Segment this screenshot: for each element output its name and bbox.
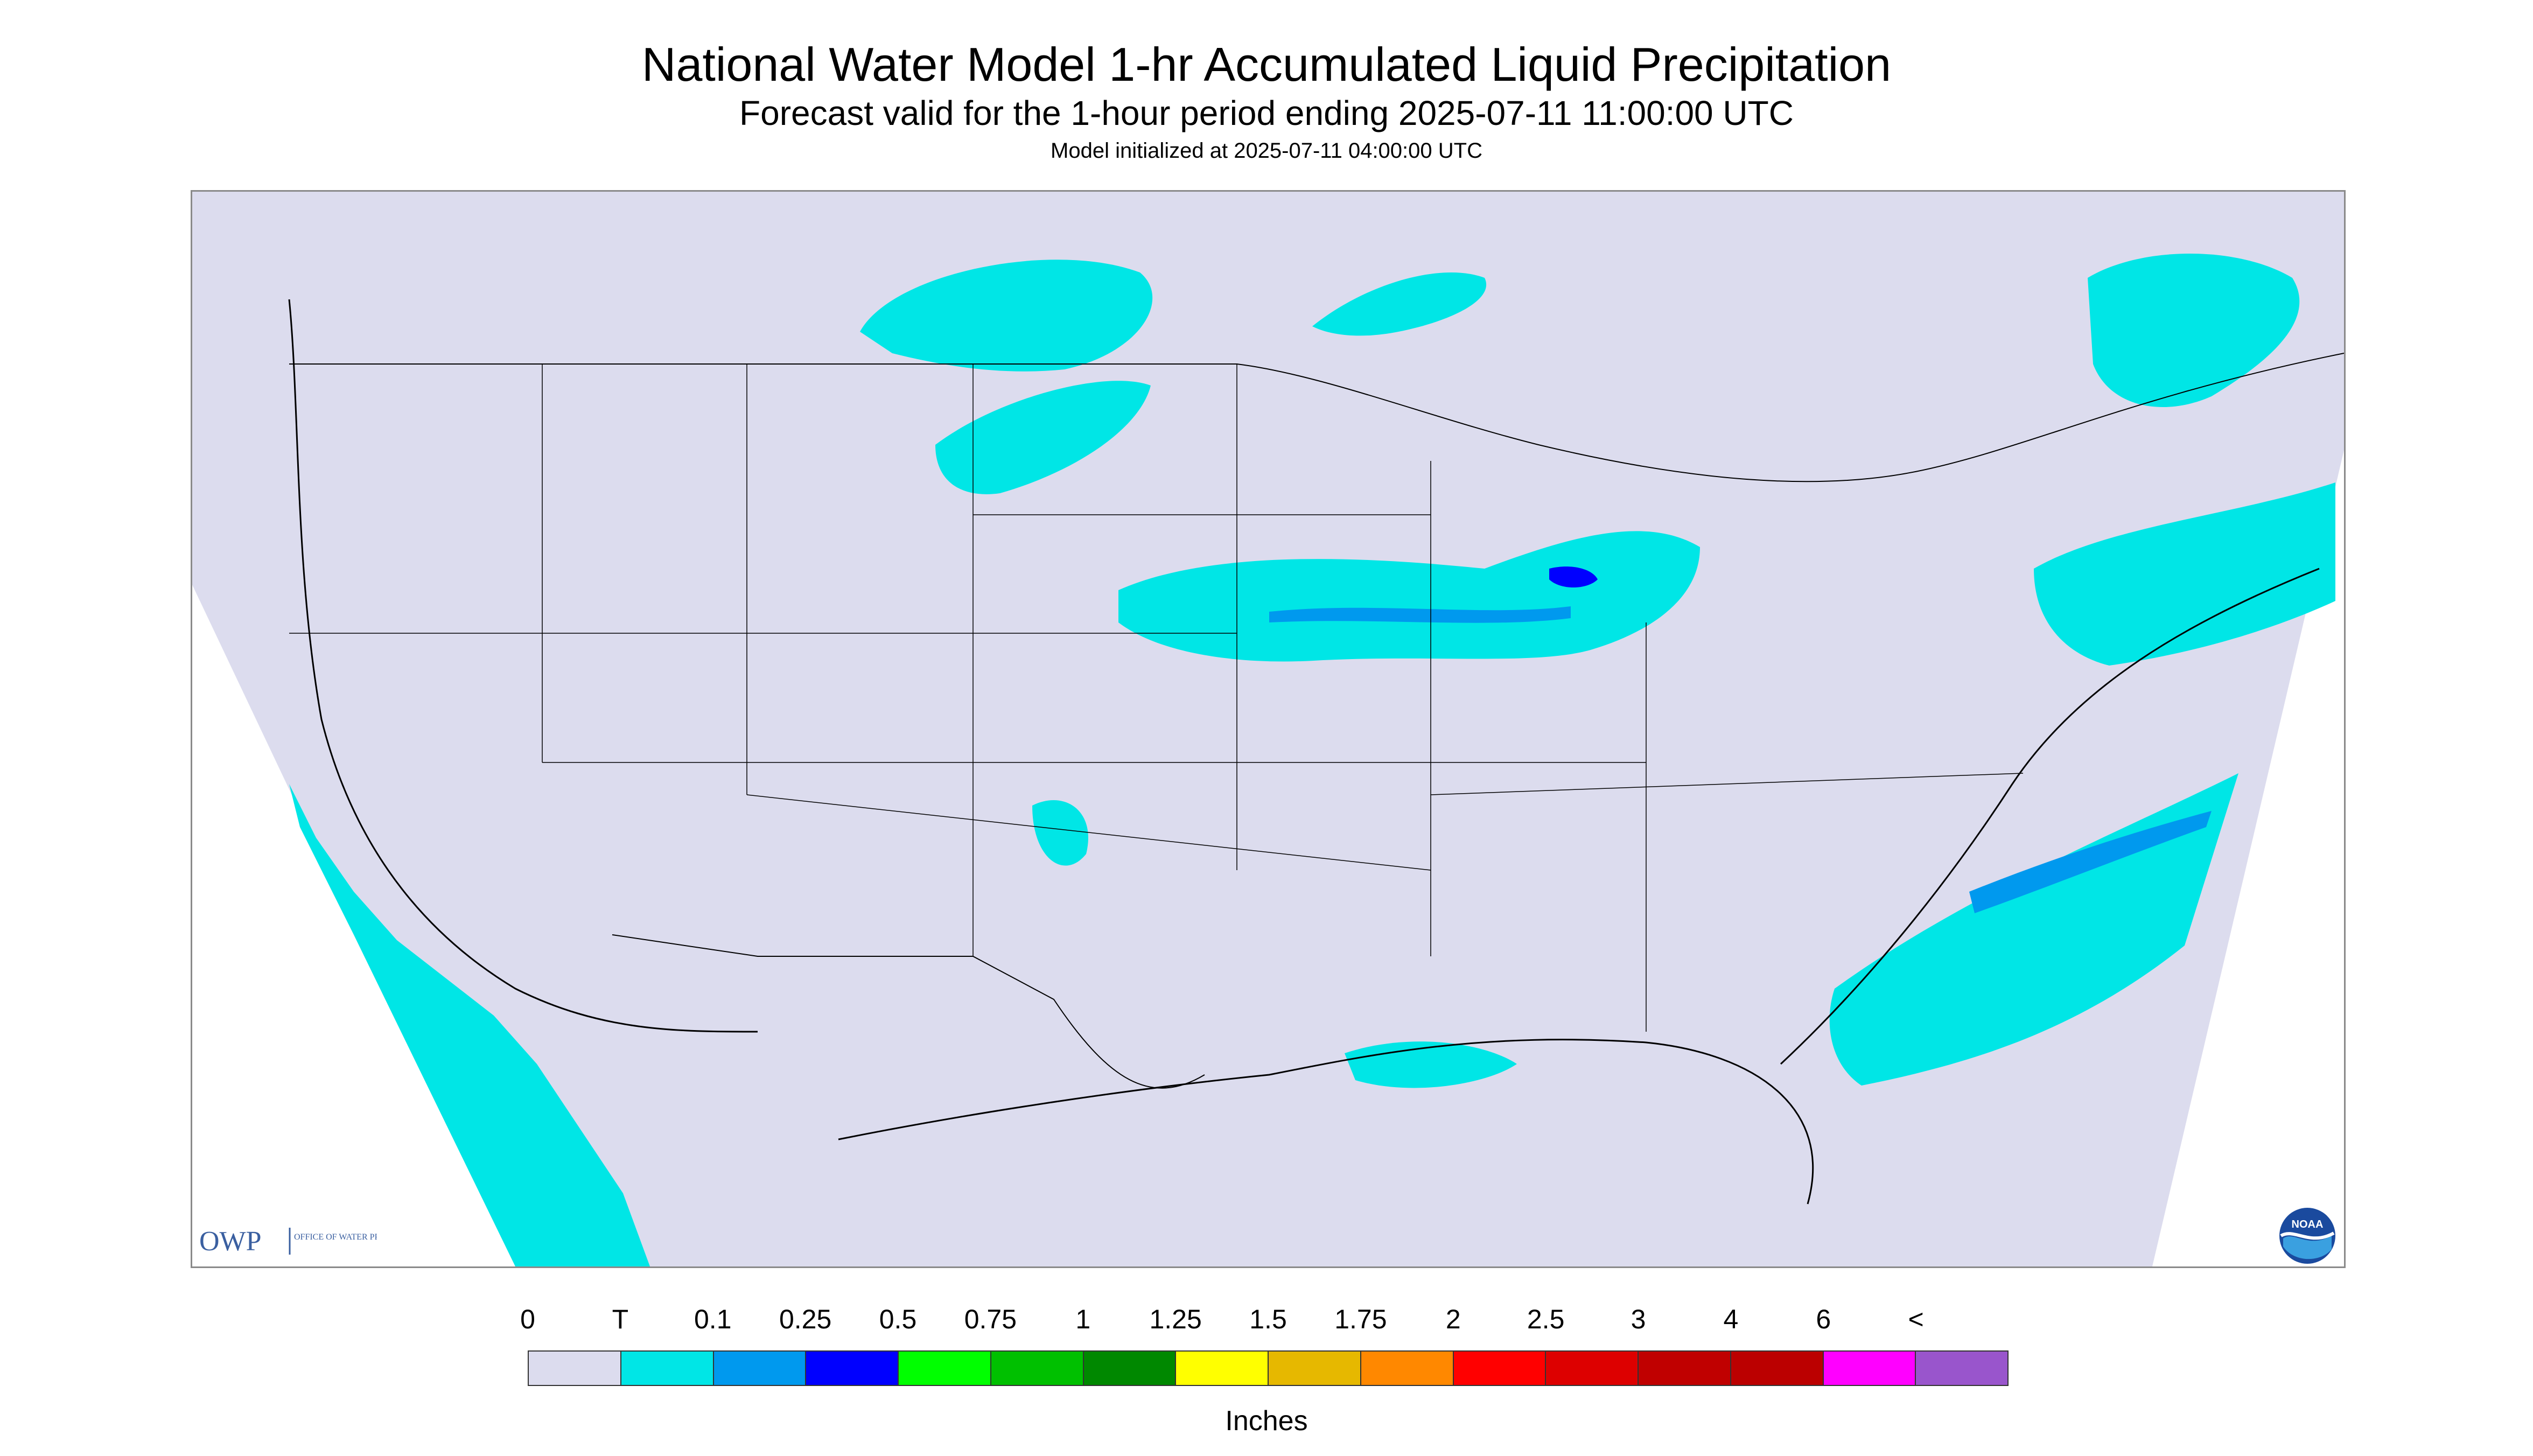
border-mexico bbox=[612, 934, 1205, 1089]
precip-new-england bbox=[2034, 482, 2335, 666]
legend-tick-label: < bbox=[1908, 1304, 1924, 1334]
precip-montana bbox=[860, 260, 1153, 372]
precip-iowa-illinois bbox=[1118, 531, 1700, 662]
precip-midwest-core bbox=[1269, 606, 1571, 623]
precip-new-mexico bbox=[1032, 800, 1088, 866]
border-canada bbox=[289, 353, 2344, 482]
legend-swatch bbox=[1731, 1352, 1824, 1385]
legend-tick-label: 1.75 bbox=[1334, 1304, 1387, 1334]
owp-logo: OWP OFFICE OF WATER PREDICTION bbox=[199, 1226, 377, 1257]
legend-tick-label: 1.5 bbox=[1249, 1304, 1287, 1334]
legend-tick-label: 1 bbox=[1075, 1304, 1091, 1334]
precip-north-dakota bbox=[935, 381, 1151, 494]
precip-michigan bbox=[1549, 566, 1598, 587]
precip-ontario bbox=[1312, 272, 1487, 336]
legend-swatch bbox=[1546, 1352, 1639, 1385]
legend-swatch bbox=[1361, 1352, 1454, 1385]
legend-tick-label: 0.75 bbox=[964, 1304, 1017, 1334]
noaa-logo: NOAA bbox=[2279, 1208, 2335, 1264]
init-time: Model initialized at 2025-07-11 04:00:00… bbox=[1051, 139, 1482, 163]
legend-swatch bbox=[899, 1352, 991, 1385]
legend-tick-label: 1.25 bbox=[1149, 1304, 1202, 1334]
legend-tick-label: 6 bbox=[1816, 1304, 1831, 1334]
legend-units: Inches bbox=[1225, 1405, 1308, 1437]
coastline bbox=[288, 299, 2320, 1205]
legend-swatch bbox=[529, 1352, 621, 1385]
state-lines bbox=[289, 364, 2024, 1032]
map-canvas bbox=[192, 192, 2344, 1266]
model-domain bbox=[192, 192, 2344, 1266]
precipitation-map bbox=[191, 190, 2346, 1268]
precip-quebec bbox=[2088, 254, 2300, 407]
legend-swatch bbox=[1269, 1352, 1361, 1385]
legend-swatch bbox=[1083, 1352, 1177, 1385]
legend-swatch bbox=[806, 1352, 899, 1385]
legend-tick-label: T bbox=[612, 1304, 629, 1334]
legend-tick-label: 2.5 bbox=[1527, 1304, 1565, 1334]
chart-title: National Water Model 1-hr Accumulated Li… bbox=[641, 38, 1892, 91]
legend-tick-label: 4 bbox=[1723, 1304, 1739, 1334]
precip-atlantic-core bbox=[1969, 811, 2212, 913]
owp-letters: OWP bbox=[199, 1226, 262, 1257]
legend-tick-label: 0.1 bbox=[694, 1304, 732, 1334]
legend-tick-label: 0.25 bbox=[779, 1304, 832, 1334]
legend-tick-label: 2 bbox=[1445, 1304, 1461, 1334]
legend-swatch bbox=[713, 1352, 807, 1385]
chart-subtitle: Forecast valid for the 1-hour period end… bbox=[739, 94, 1794, 132]
noaa-text: NOAA bbox=[2292, 1219, 2324, 1230]
legend-swatch bbox=[1176, 1352, 1269, 1385]
legend-tick-label: 0 bbox=[520, 1304, 535, 1334]
legend-swatch bbox=[1916, 1352, 2007, 1385]
legend-swatch bbox=[1639, 1352, 1731, 1385]
legend-tick-label: 0.5 bbox=[879, 1304, 917, 1334]
owp-text: OFFICE OF WATER PREDICTION bbox=[294, 1233, 377, 1242]
precip-pacific bbox=[289, 784, 650, 1266]
legend-swatch bbox=[991, 1352, 1084, 1385]
legend-swatch bbox=[1823, 1352, 1916, 1385]
legend-swatch bbox=[1453, 1352, 1547, 1385]
legend-swatch bbox=[621, 1352, 714, 1385]
legend-colorbar bbox=[528, 1350, 2009, 1386]
legend-tick-label: 3 bbox=[1631, 1304, 1646, 1334]
